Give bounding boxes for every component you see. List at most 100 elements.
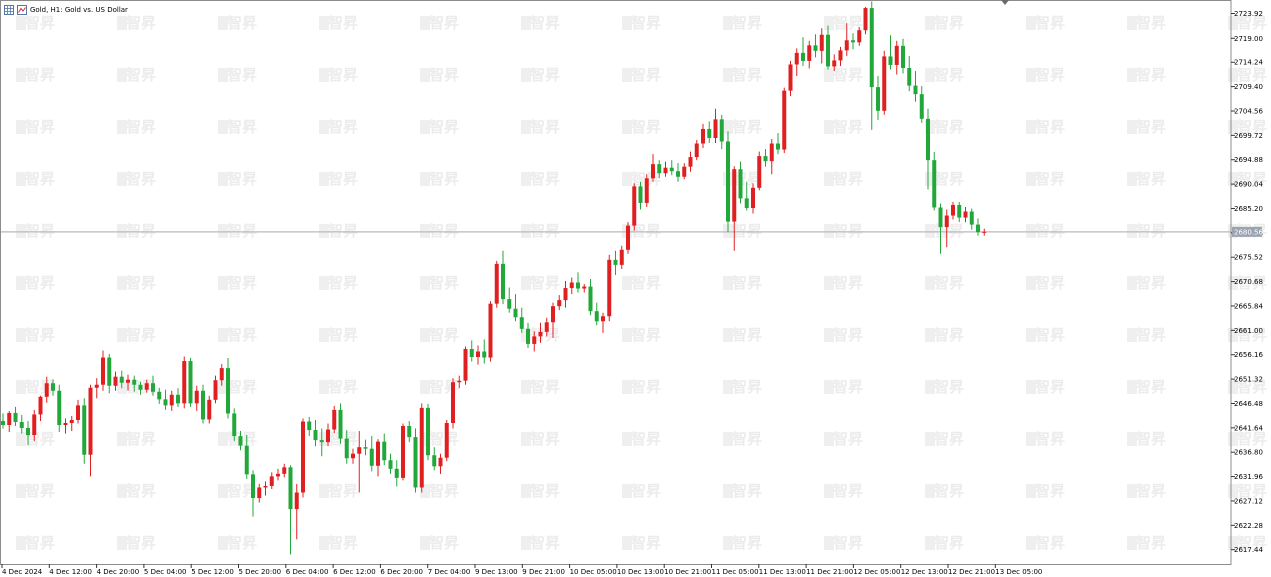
candle <box>132 375 137 392</box>
candle-body <box>88 387 93 455</box>
watermark-logo-mark <box>1127 120 1137 134</box>
watermark-logo: 智昇 <box>1136 66 1166 84</box>
watermark-logo: 智昇 <box>631 118 661 136</box>
candle-body <box>301 421 305 493</box>
watermark-logo: 智昇 <box>732 378 762 396</box>
candle <box>338 403 343 444</box>
candle-body <box>426 407 430 456</box>
candle <box>326 423 330 447</box>
candle-body <box>507 299 512 309</box>
candle-body <box>669 167 674 172</box>
watermark-logo: 智昇 <box>227 378 257 396</box>
watermark-logo-mark <box>420 68 430 82</box>
candle-body <box>269 476 274 486</box>
watermark-logo: 智昇 <box>732 222 762 240</box>
candle-body <box>963 211 968 218</box>
watermark-logo: 智昇 <box>328 222 358 240</box>
watermark-logo: 智昇 <box>429 170 459 188</box>
candle-body <box>326 429 330 443</box>
watermark-logo-mark <box>925 432 935 446</box>
watermark-logo-mark <box>1026 68 1036 82</box>
watermark-logo-mark <box>824 120 834 134</box>
candle <box>663 161 668 177</box>
watermark-logo-mark <box>622 380 632 394</box>
candle-body <box>376 441 380 466</box>
watermark-logo: 智昇 <box>126 430 156 448</box>
candle <box>519 307 524 333</box>
x-tick-label: 4 Dec 12:00 <box>49 568 92 576</box>
candle <box>501 250 505 305</box>
candle-body <box>619 249 624 265</box>
candle <box>632 183 637 231</box>
watermark-logo: 智昇 <box>25 274 55 292</box>
x-tick-label: 4 Dec 20:00 <box>97 568 140 576</box>
candle <box>151 375 155 396</box>
watermark-logo-mark <box>319 536 329 550</box>
watermark-logo: 智昇 <box>126 66 156 84</box>
x-tick-label: 6 Dec 12:00 <box>333 568 376 576</box>
x-tick-label: 7 Dec 04:00 <box>428 568 471 576</box>
y-tick-label: 2636.80 <box>1234 449 1263 457</box>
candle <box>126 374 130 391</box>
candle <box>363 439 368 456</box>
candle <box>94 378 99 399</box>
candle <box>288 465 293 555</box>
watermark-logo-mark <box>117 16 127 30</box>
watermark-logo: 智昇 <box>1136 14 1166 32</box>
watermark-logo-mark <box>1228 276 1238 290</box>
watermark-logo-mark <box>420 536 430 550</box>
x-tick-label: 4 Dec 2024 <box>2 568 43 576</box>
watermark-logo-mark <box>521 120 531 134</box>
watermark-logo-mark <box>521 224 531 238</box>
candle <box>944 209 949 248</box>
candle <box>813 34 818 58</box>
price-tag-layer: 2680.56 <box>1232 226 1263 237</box>
watermark-logo-mark <box>319 224 329 238</box>
watermark-logo-mark <box>521 380 531 394</box>
candle-body <box>951 204 955 216</box>
candle <box>307 416 312 437</box>
candle <box>176 388 180 407</box>
watermark-logo-mark <box>723 484 733 498</box>
candle-body <box>363 447 368 449</box>
candle <box>588 278 593 316</box>
watermark-logo-mark <box>622 68 632 82</box>
watermark-logo-mark <box>1228 484 1238 498</box>
candle-body <box>469 348 474 358</box>
chart-shift-marker-icon[interactable] <box>1001 0 1009 5</box>
plot-border <box>0 0 1232 565</box>
candle-body <box>607 259 612 317</box>
candle-body <box>51 383 55 391</box>
candle <box>901 38 905 74</box>
watermark-logo-mark <box>824 380 834 394</box>
candle-body <box>194 390 199 404</box>
watermark-logo: 智昇 <box>429 222 459 240</box>
candle-body <box>307 421 312 431</box>
candle-body <box>694 143 699 158</box>
watermark-logo: 智昇 <box>25 170 55 188</box>
candle <box>819 28 824 64</box>
candle-body <box>394 468 399 478</box>
candle-body <box>857 30 862 43</box>
watermark-logo-mark <box>1026 432 1036 446</box>
candle <box>382 433 387 466</box>
x-tick-label: 11 Dec 05:00 <box>712 568 759 576</box>
candle-body <box>757 156 762 188</box>
watermark-logo-mark <box>925 16 935 30</box>
watermark-logo: 智昇 <box>1237 326 1267 344</box>
candle-body <box>251 474 255 499</box>
watermark-logo: 智昇 <box>732 274 762 292</box>
y-tick-label: 2646.48 <box>1234 400 1263 408</box>
watermark-logo: 智昇 <box>631 14 661 32</box>
watermark-logo: 智昇 <box>1237 170 1267 188</box>
watermark-logo: 智昇 <box>429 430 459 448</box>
candle <box>332 405 337 434</box>
candle-body <box>907 67 912 86</box>
candle-body <box>244 445 249 475</box>
watermark-logo-mark <box>16 120 26 134</box>
watermark-logo: 智昇 <box>227 326 257 344</box>
watermark-logo: 智昇 <box>1035 326 1065 344</box>
candle <box>644 174 649 207</box>
